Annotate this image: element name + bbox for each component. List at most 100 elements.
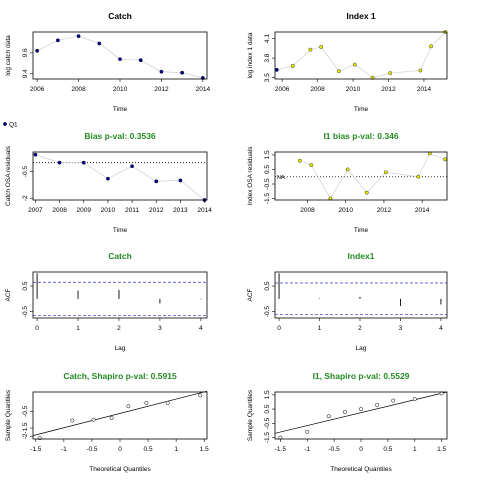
data-point (388, 71, 393, 76)
data-point (159, 69, 164, 74)
qq-point (198, 393, 203, 398)
data-point (118, 57, 122, 62)
data-point (345, 167, 350, 172)
x-tick-label: 3 (399, 325, 403, 332)
data-point (76, 34, 81, 39)
series-line (37, 35, 203, 79)
panel-4: I1 bias p-val: 0.346 Time Index OSA residu… (247, 131, 448, 234)
x-tick-label: 1 (413, 446, 417, 453)
x-tick-label: 2012 (377, 207, 392, 214)
y-tick-label: -0.5 (264, 306, 271, 318)
x-tick-label: 0 (359, 446, 363, 453)
qq-point (165, 400, 170, 405)
x-tick-label: 2008 (310, 86, 325, 93)
plot-frame (32, 271, 208, 319)
chart-title: I1, Shapiro p-val: 0.5529 (313, 371, 410, 381)
y-tick-label: 1.5 (264, 150, 271, 159)
y-axis-label: ACF (247, 288, 254, 301)
x-tick-label: -1.5 (275, 446, 287, 453)
plot-frame (274, 31, 448, 80)
data-point (106, 176, 110, 181)
y-tick-label: 9.4 (22, 69, 29, 78)
x-axis-label: Theoretical Quantiles (89, 466, 151, 473)
chart-title: Catch, Shapiro p-val: 0.5915 (63, 371, 177, 381)
plot-frame (32, 31, 208, 80)
panel-1: Catch Time log catch data 2006 2008 2010 2012 2… (5, 11, 210, 113)
data-point (274, 67, 279, 72)
qq-point (412, 397, 417, 402)
y-tick-label: 3.5 (264, 73, 271, 82)
y-tick-label: -0.5 (264, 417, 271, 429)
qq-point (375, 402, 380, 407)
y-axis-label: ACF (5, 288, 12, 301)
x-tick-label: 2014 (197, 207, 212, 214)
data-point (138, 58, 143, 63)
y-tick-label: -0.5 (22, 405, 29, 417)
x-axis-label: Time (354, 106, 369, 113)
y-tick-label: -0.5 (22, 306, 29, 318)
x-tick-label: 2013 (173, 207, 188, 214)
x-tick-label: 1 (318, 325, 322, 332)
data-point (130, 164, 134, 169)
data-point (180, 70, 185, 75)
data-point (81, 160, 86, 165)
data-point (33, 152, 38, 157)
data-point (319, 45, 323, 49)
x-tick-label: -1 (61, 446, 67, 453)
data-point (97, 41, 102, 46)
x-tick-label: -1 (304, 446, 310, 453)
panel-6: Index1 Lag ACF 0 1 2 3 4 -0.5 0.5 (247, 251, 448, 352)
x-tick-label: 0 (118, 446, 122, 453)
y-axis-label: Catch OSA residuals (5, 145, 12, 206)
x-tick-label: 2 (117, 325, 121, 332)
chart-title: Catch (108, 251, 132, 261)
panel-5: Catch Lag ACF 0 1 2 3 4 -0.5 0.5 (5, 251, 208, 352)
panel-2: Index 1 Time log index 1 data 2006 2008 2010 2… (3, 11, 448, 129)
chart-title: Bias p-val: 0.3536 (84, 131, 156, 141)
panel-8: I1, Shapiro p-val: 0.5529 Theoretical Qua… (247, 371, 448, 473)
data-point (309, 163, 314, 167)
qq-point (305, 429, 310, 434)
y-axis-label: log catch data (5, 35, 12, 76)
y-tick-label: -0.5 (264, 178, 271, 190)
y-tick-label: 3.8 (264, 53, 271, 62)
x-tick-label: 2008 (52, 207, 67, 214)
x-tick-label: 4 (199, 325, 203, 332)
x-tick-label: 1 (174, 446, 178, 453)
x-tick-label: -1.5 (30, 446, 42, 453)
y-tick-label: 0.5 (264, 404, 271, 413)
qq-reference-line (274, 391, 448, 434)
y-axis-label: log index 1 data (247, 32, 254, 78)
chart-title: I1 bias p-val: 0.346 (323, 131, 398, 141)
series-line (35, 154, 205, 201)
x-axis-label: Lag (115, 345, 126, 352)
x-tick-label: 2006 (30, 86, 45, 93)
qq-point (91, 417, 96, 422)
data-point (35, 48, 40, 53)
y-tick-label: 4.1 (264, 34, 271, 43)
qq-point (109, 416, 114, 420)
x-axis-label: Time (113, 106, 128, 113)
y-tick-label: -0.5 (22, 166, 29, 178)
x-tick-label: 2008 (300, 207, 315, 214)
y-tick-label: -1.5 (22, 422, 29, 434)
data-point (443, 157, 447, 162)
x-axis-label: Time (354, 227, 369, 234)
data-point (55, 38, 60, 43)
data-point (416, 174, 421, 179)
x-tick-label: 2008 (71, 86, 86, 93)
data-point (418, 68, 423, 73)
qq-point (391, 398, 396, 403)
x-tick-label: 2007 (28, 207, 43, 214)
x-tick-label: 1 (76, 325, 80, 332)
x-tick-label: 2006 (275, 86, 290, 93)
x-tick-label: 2014 (417, 86, 432, 93)
y-tick-label: 9.6 (22, 48, 29, 57)
data-point (364, 190, 369, 195)
y-axis-label: Index OSA residuals (247, 146, 254, 206)
x-tick-label: 3 (158, 325, 162, 332)
y-tick-label: -1.5 (264, 193, 271, 205)
x-tick-label: 1.5 (437, 446, 446, 453)
data-point (383, 170, 388, 175)
